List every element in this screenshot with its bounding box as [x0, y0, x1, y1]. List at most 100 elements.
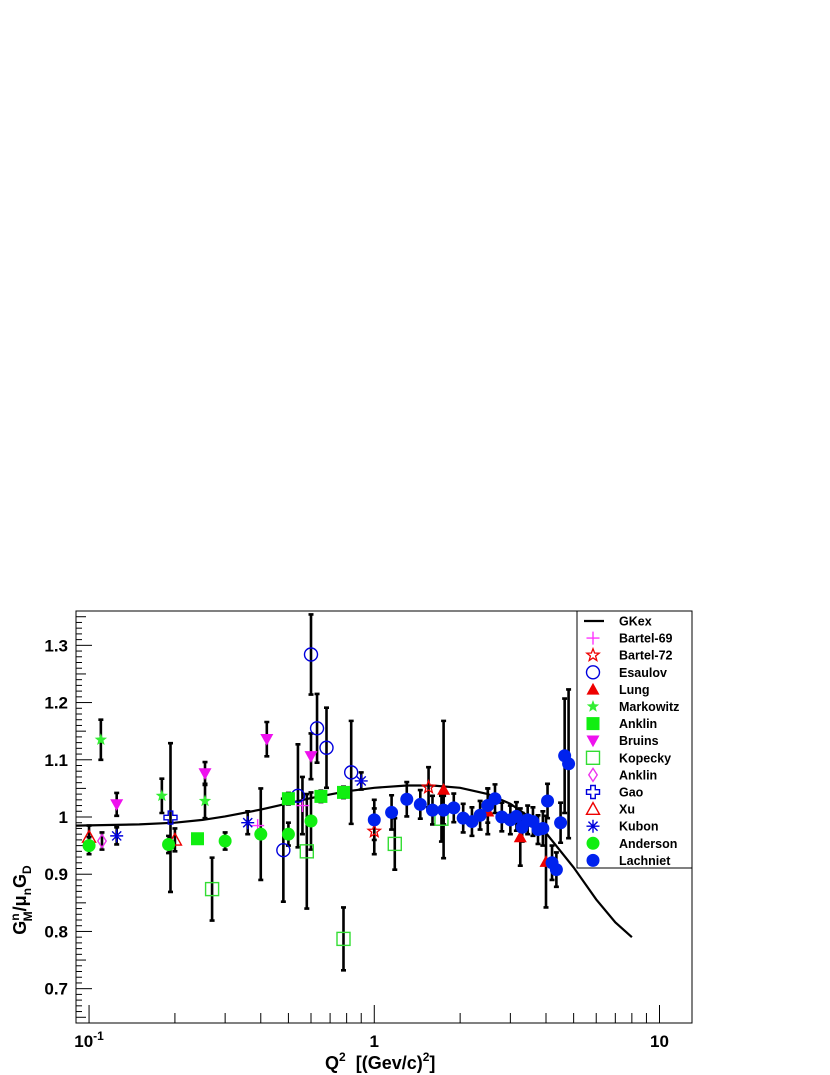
legend-label-kubon: Kubon	[619, 820, 659, 834]
x-tick-label: 1	[370, 1032, 379, 1051]
y-tick-label: 1.2	[44, 694, 68, 713]
point-anderson	[281, 827, 295, 841]
error-bar-esaulov	[280, 797, 286, 903]
legend-swatch-esaulov	[585, 665, 601, 680]
legend-label-lachniet: Lachniet	[619, 854, 671, 868]
point-bruins	[198, 768, 212, 781]
point-bruins	[260, 733, 274, 746]
error-bar-bartel-72	[426, 765, 432, 809]
legend: GKex Bartel-69 Bartel-72 Esaulov Lung Markowi…	[576, 610, 693, 869]
point-lachniet	[385, 805, 399, 819]
gkex-curve	[75, 784, 633, 939]
point-kopecky	[387, 836, 402, 852]
y-axis: 0.7 0.8 0.9 1 1.1 1.2 1.3	[44, 616, 92, 1018]
point-lachniet	[509, 809, 523, 823]
y-axis-label: GnM/μnGD	[8, 865, 35, 935]
legend-swatch-xu	[585, 801, 601, 815]
error-bars	[86, 613, 572, 972]
gkex-curve-layer	[75, 784, 633, 939]
point-anklin	[314, 789, 328, 803]
error-bar-esaulov	[308, 613, 314, 696]
y-tick-label: 1	[59, 808, 68, 827]
legend-label-gkex: GKex	[619, 615, 652, 629]
x-tick-label: 10	[650, 1032, 669, 1051]
error-bar-esaulov	[324, 706, 330, 790]
point-anklin	[190, 832, 204, 846]
point-lachniet	[488, 792, 502, 806]
legend-label-anklin: Anklin	[619, 717, 657, 731]
point-lachniet	[400, 792, 414, 806]
point-lachniet	[536, 821, 550, 835]
legend-label-anderson: Anderson	[619, 837, 677, 851]
point-lachniet	[541, 794, 555, 808]
legend-swatch-bruins	[586, 735, 600, 748]
point-esaulov	[309, 721, 325, 736]
legend-swatch-anklin	[587, 767, 599, 783]
legend-label-gao: Gao	[619, 786, 644, 800]
point-esaulov	[319, 740, 334, 755]
legend-swatch-gao	[585, 784, 601, 800]
legend-swatch-lung	[586, 682, 600, 695]
error-bar-gao	[167, 741, 173, 894]
point-lachniet	[562, 757, 576, 771]
legend-swatch-bartel-69	[586, 631, 600, 645]
point-anklin	[336, 785, 350, 799]
error-bar-esaulov	[295, 743, 301, 849]
y-tick-label: 1.3	[44, 636, 68, 655]
point-bartel-72	[366, 822, 383, 839]
error-bar-kopecky	[392, 816, 398, 871]
point-anklin	[96, 833, 108, 849]
point-bartel-72	[420, 778, 437, 795]
point-anklin	[281, 792, 295, 806]
legend-label-kopecky: Kopecky	[619, 751, 671, 765]
x-axis-label: Q2 [(Gev/c)2]	[325, 1050, 435, 1073]
point-esaulov	[343, 765, 359, 780]
point-kubon	[241, 816, 255, 830]
error-bar-esaulov	[348, 719, 354, 826]
point-esaulov	[276, 842, 291, 858]
legend-swatch-bartel-72	[585, 646, 601, 662]
legend-swatch-anderson	[586, 836, 600, 850]
point-markowitz	[155, 789, 169, 802]
point-lung	[513, 830, 527, 843]
legend-swatch-lachniet	[586, 853, 600, 867]
point-lachniet	[554, 816, 568, 830]
legend-swatch-anklin	[586, 717, 600, 731]
point-lung	[437, 783, 451, 795]
point-lachniet	[437, 803, 451, 817]
legend-label-bartel-72: Bartel-72	[619, 649, 673, 663]
data-markers	[81, 647, 576, 947]
legend-swatch-kubon	[586, 819, 600, 833]
legend-label-esaulov: Esaulov	[619, 666, 667, 680]
point-markowitz	[198, 794, 212, 807]
point-anderson	[304, 814, 318, 828]
point-anderson	[82, 839, 96, 853]
x-axis: 10-1 1 10	[74, 1005, 669, 1051]
point-lachniet	[473, 808, 487, 822]
y-tick-label: 1.1	[44, 751, 68, 770]
point-lachniet	[549, 863, 563, 877]
legend-swatch-kopecky	[585, 750, 601, 765]
legend-label-bruins: Bruins	[619, 734, 659, 748]
point-lachniet	[367, 813, 381, 827]
x-tick-label: 10-1	[74, 1029, 104, 1051]
point-esaulov	[303, 647, 319, 662]
legend-swatch-markowitz	[586, 700, 600, 712]
y-tick-label: 0.8	[44, 922, 68, 941]
point-kubon	[354, 774, 368, 788]
error-bar-kopecky	[340, 906, 346, 972]
point-kopecky	[204, 881, 220, 897]
point-lachniet	[413, 797, 427, 811]
point-anderson	[218, 834, 232, 848]
point-lachniet	[447, 801, 461, 815]
legend-label-markowitz: Markowitz	[619, 700, 679, 714]
y-tick-label: 0.9	[44, 865, 68, 884]
error-bar-kopecky	[304, 792, 310, 910]
point-kubon	[110, 829, 124, 843]
point-gao	[163, 810, 178, 825]
point-bruins	[304, 751, 318, 763]
legend-label-bartel-69: Bartel-69	[619, 632, 673, 646]
legend-label-lung: Lung	[619, 683, 650, 697]
error-bar-kopecky	[209, 856, 215, 922]
point-kopecky	[336, 931, 351, 947]
